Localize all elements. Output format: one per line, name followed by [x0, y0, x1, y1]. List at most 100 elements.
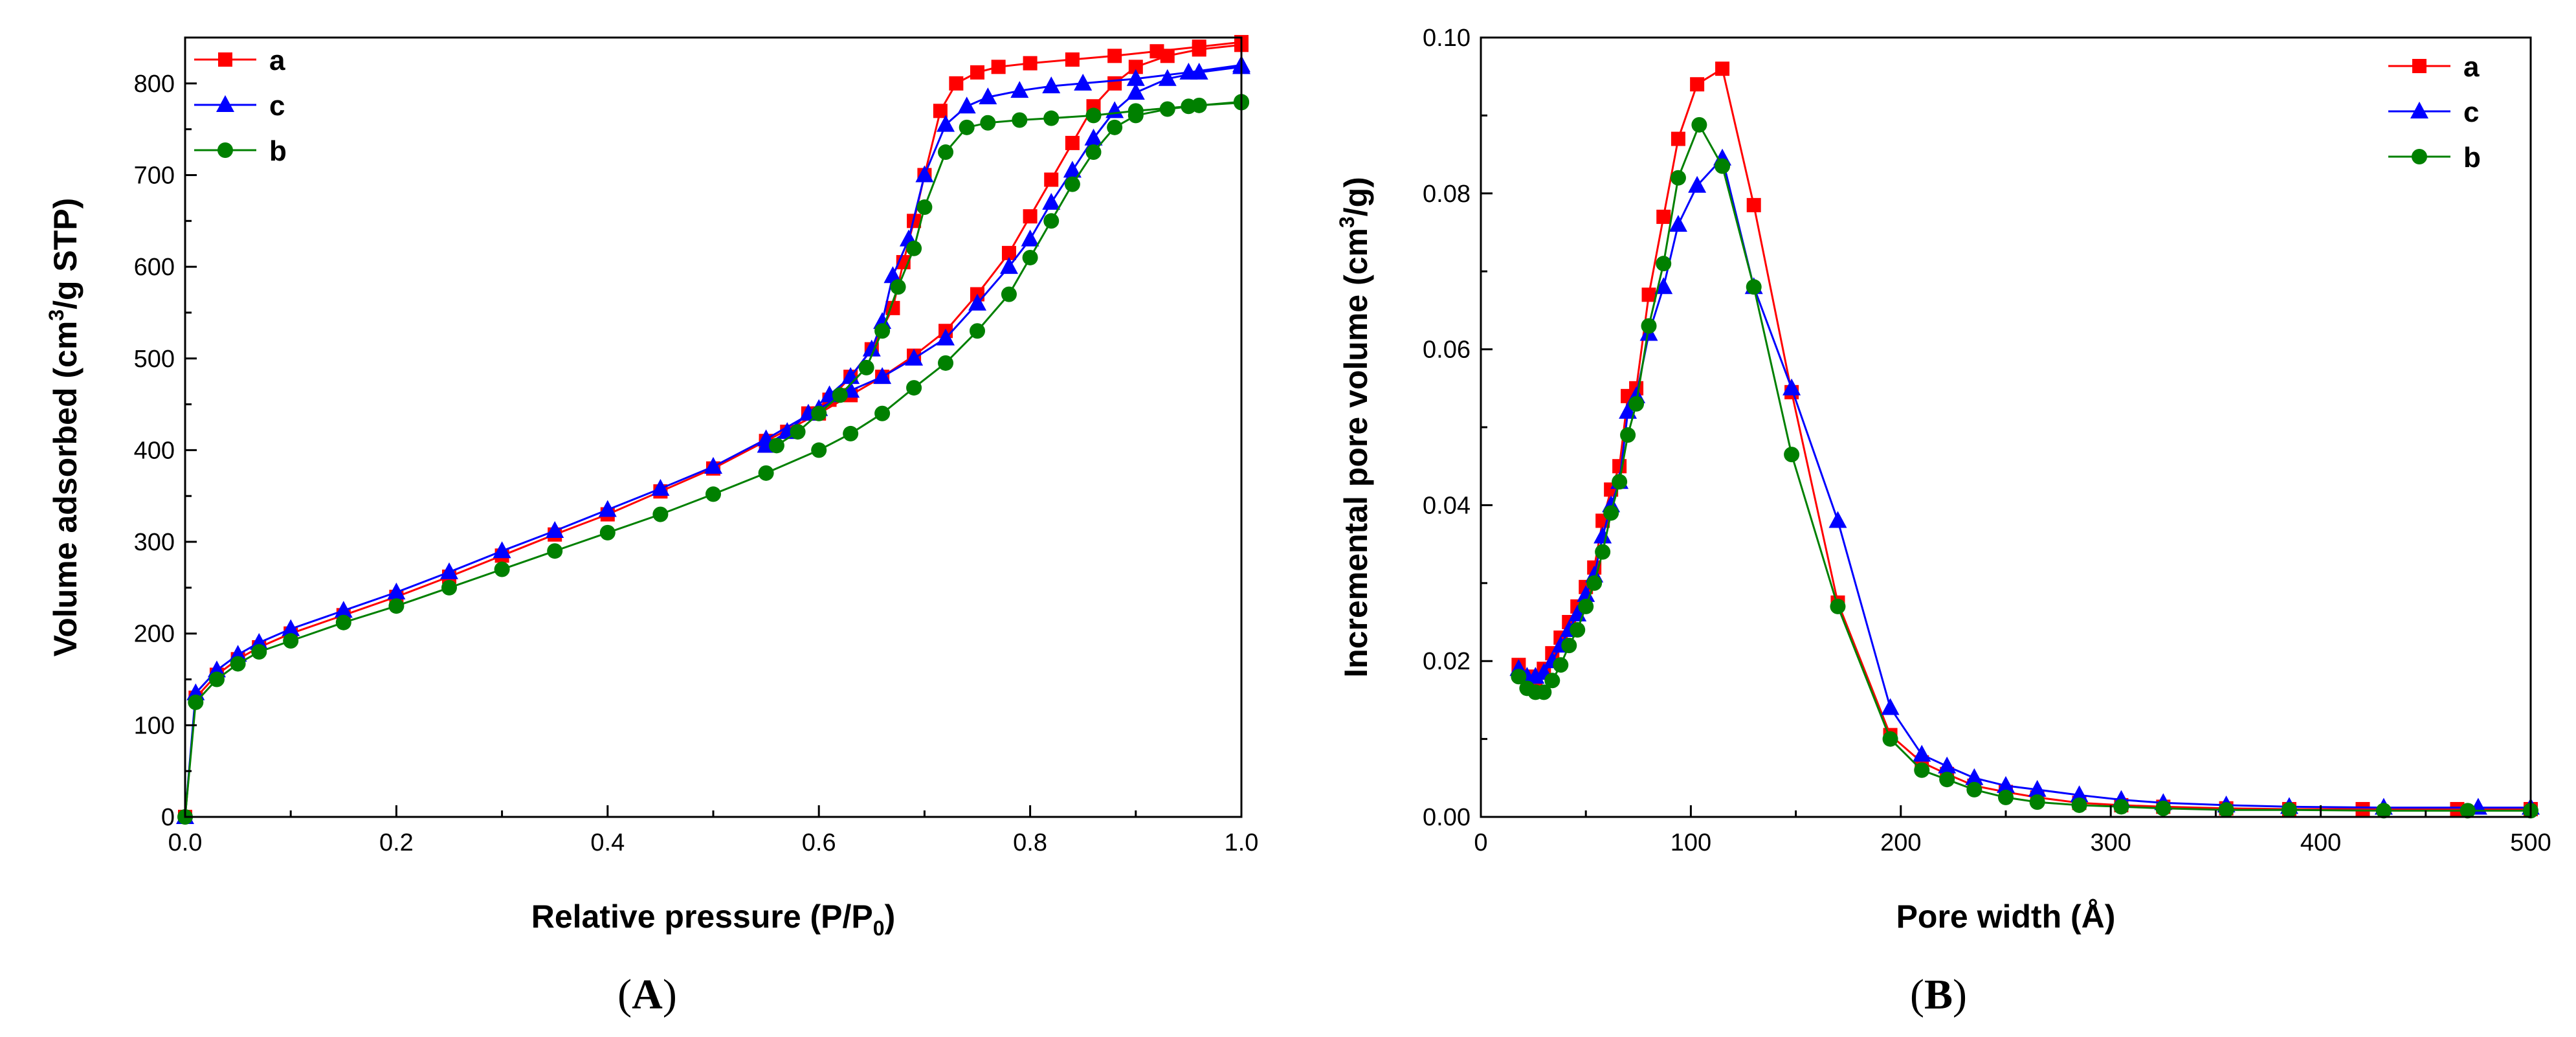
- panel-b-series-b-point: [2113, 799, 2129, 815]
- panel-a-y-tick-label: 200: [134, 621, 175, 648]
- panel-b-series-a-point: [2355, 801, 2370, 816]
- panel-a-series: [176, 35, 1250, 825]
- panel-a-series-b-point: [652, 506, 669, 522]
- panel-a-series-b-point: [208, 671, 225, 687]
- panel-a-series-b-point: [980, 115, 996, 131]
- panel-a-series-a-point: [949, 76, 964, 91]
- panel-a-series-b-point: [906, 240, 922, 256]
- panel-a-series-b-point: [938, 144, 954, 161]
- panel-b-series-c-point: [1688, 175, 1707, 193]
- panel-a-series-b-point: [283, 633, 299, 649]
- panel-a-chart: 0.0 0.2 0.4 0.6 0.8 1.0 0 100 200 300 400 500 600 700…: [45, 35, 1258, 1018]
- panel-a-series-b-point: [1043, 110, 1060, 126]
- panel-a-series-b-point: [335, 614, 351, 630]
- panel-b-series-b-point: [1544, 673, 1560, 689]
- panel-a-series-a-point: [1107, 76, 1122, 91]
- panel-a-series-b-point: [938, 355, 954, 371]
- panel-b-chart: 0 100 200 300 400 500 0.00 0.02 0.04 0.06 0.08 0.10…: [1335, 25, 2551, 1018]
- panel-b-y-tick-label: 0.04: [1423, 492, 1471, 519]
- panel-a-legend-marker-a: [218, 52, 232, 67]
- panel-b-legend-marker-b: [2412, 149, 2427, 164]
- panel-b-series-b-point: [2029, 794, 2045, 810]
- panel-a-series-b-point: [811, 405, 827, 421]
- panel-b-series-b-point: [1830, 598, 1846, 614]
- panel-b-series-b-point: [1656, 256, 1672, 272]
- panel-b-series-b-point: [1966, 781, 1982, 797]
- panel-b-x-tick-label: 0: [1474, 829, 1487, 856]
- panel-b-series-b-point: [1998, 789, 2014, 805]
- panel-b-series-b-point: [1715, 158, 1731, 174]
- panel-b-y-axis-title: Incremental pore volume (cm3/g): [1335, 177, 1374, 678]
- panel-b-y-tick-label: 0.00: [1423, 804, 1471, 831]
- panel-a-series-b-point: [1107, 119, 1123, 135]
- panel-a-series-b-point: [547, 543, 563, 559]
- panel-b-series-a-point: [1612, 459, 1627, 474]
- panel-a-series-b-point: [1022, 249, 1038, 265]
- panel-b-series-c-point: [1669, 214, 1687, 232]
- panel-b-series-b-point: [1595, 544, 1611, 560]
- panel-a-series-a-point: [1149, 44, 1164, 59]
- panel-a-y-tick-label: 700: [134, 162, 175, 189]
- panel-a-series-c-point: [957, 96, 976, 114]
- panel-a-series-c-point: [1126, 82, 1145, 100]
- panel-a-series-c-point: [546, 521, 564, 539]
- panel-b-series-b-point: [1914, 762, 1930, 778]
- panel-b-label: (B): [1910, 971, 1967, 1018]
- panel-b-series-b-point: [2155, 800, 2171, 816]
- panel-b-series-b-point: [1670, 170, 1686, 186]
- panel-b-ticks: 0 100 200 300 400 500 0.00 0.02 0.04 0.06 0.08 0.10: [1423, 25, 2551, 856]
- panel-b-series-c-point: [2070, 785, 2089, 803]
- panel-b-series-b-point: [1746, 279, 1762, 295]
- panel-b-series-b-point: [1578, 598, 1594, 614]
- panel-a-series-b-point: [811, 442, 827, 458]
- panel-a-series-b-point: [758, 465, 774, 481]
- panel-b-y-tick-label: 0.08: [1423, 181, 1471, 208]
- panel-b-series-c-point: [1965, 768, 1984, 785]
- panel-a-series-a-point: [1001, 245, 1016, 260]
- panel-a-series-a-point: [933, 104, 948, 118]
- panel-a-series-b-point: [441, 579, 457, 596]
- panel-a-x-tick-label: 0.6: [802, 829, 836, 856]
- panel-a-series-c-point: [968, 293, 986, 311]
- panel-a-series-c-point: [999, 257, 1018, 274]
- panel-a-y-tick-label: 0: [161, 804, 175, 831]
- panel-a-series-b-point: [1001, 286, 1017, 302]
- panel-a-series-a-line: [184, 43, 1242, 818]
- panel-a-series-b-point: [599, 524, 616, 541]
- panel-b-series-b-point: [2459, 803, 2476, 819]
- panel-a-series-a-point: [1128, 60, 1143, 74]
- panel-a-series-b-point: [251, 644, 267, 660]
- panel-a-series-a-point: [1107, 49, 1122, 63]
- panel-b-series-b-point: [1882, 731, 1898, 747]
- panel-a-legend-marker-b: [217, 142, 233, 158]
- panel-b-series-c-point: [1938, 756, 1957, 774]
- panel-b-series-c-point: [1654, 277, 1673, 295]
- panel-b-series-b-point: [1691, 117, 1707, 133]
- panel-b-series-b-point: [1641, 318, 1657, 334]
- panel-b-series-c-point: [1997, 775, 2015, 793]
- panel-b-series-b-point: [1586, 575, 1603, 591]
- panel-a-series-c-point: [704, 456, 722, 474]
- panel-a-series-b-point: [1012, 112, 1028, 128]
- panel-b-series-b-point: [2071, 797, 2087, 813]
- panel-b-series-b-point: [1553, 657, 1569, 673]
- panel-a-y-tick-label: 500: [134, 346, 175, 373]
- panel-a-legend-marker-c: [216, 95, 234, 112]
- panel-b-legend-label-a: a: [2463, 51, 2480, 83]
- panel-b-series-b-point: [1628, 396, 1645, 412]
- panel-a-series-b-point: [890, 279, 906, 295]
- panel-a-legend-label-c: c: [269, 90, 285, 122]
- panel-a-legend-label-a: a: [269, 45, 285, 76]
- panel-a-series-c-point: [937, 115, 955, 132]
- panel-b-y-tick-label: 0.06: [1423, 337, 1471, 364]
- panel-b-series-c-point: [1828, 511, 1847, 528]
- panel-a-series-c-point: [915, 165, 934, 183]
- panel-a-x-tick-label: 0.8: [1013, 829, 1047, 856]
- panel-a-series-c-point: [979, 87, 997, 105]
- panel-a-series-b-point: [906, 380, 922, 396]
- panel-b-series: [1509, 61, 2540, 819]
- panel-b-plot-frame: [1480, 36, 2532, 818]
- panel-a-series-b-point: [1085, 107, 1102, 124]
- panel-a-series-c-point: [1179, 62, 1198, 80]
- panel-a-series-a-point: [1192, 39, 1206, 54]
